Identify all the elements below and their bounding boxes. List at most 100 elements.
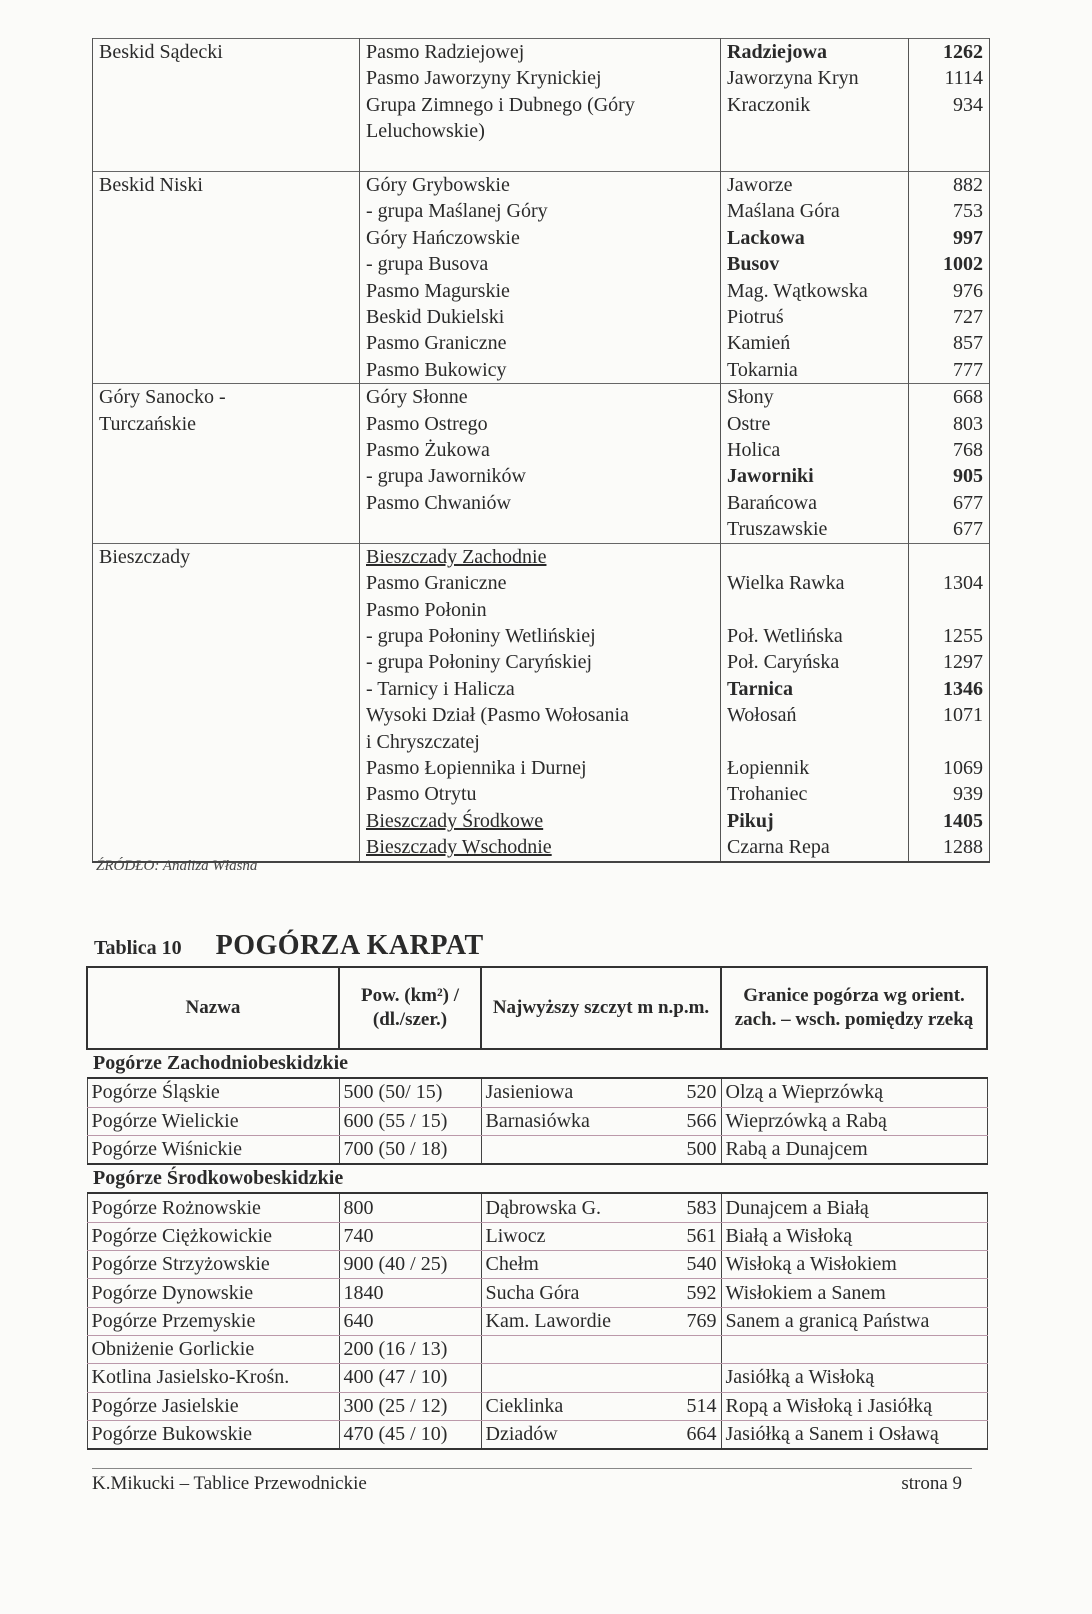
area: 700 (50 / 18) — [338, 1135, 482, 1166]
highest-peak: 500 — [480, 1135, 722, 1166]
foothill-name: Pogórze Ciężkowickie — [86, 1222, 340, 1252]
table-row: - grupa Połoniny Caryńskiej Poł. Caryńska… — [93, 649, 990, 676]
boundary-rivers: Jasiółką a Sanem i Osławą — [720, 1420, 988, 1451]
boundary-rivers: Olzą a Wieprzówką — [720, 1078, 988, 1108]
peak-height: 934 — [908, 91, 990, 119]
table-row: Obniżenie Gorlickie 200 (16 / 13) — [86, 1335, 988, 1365]
group-name: Pasmo Połonin — [359, 596, 721, 623]
area: 470 (45 / 10) — [338, 1420, 482, 1451]
peak-name: Lackowa — [720, 224, 909, 252]
area: 600 (55 / 15) — [338, 1107, 482, 1136]
peak-height: 566 — [686, 1109, 717, 1132]
group-name — [359, 516, 721, 544]
peak-name: Łopiennik — [720, 754, 909, 782]
table-row: Bieszczady Wschodnie Czarna Repa 1288 — [93, 834, 990, 862]
peak-name — [720, 543, 909, 571]
table-row: Wysoki Dział (Pasmo Wołosania Wołosań 1071 — [93, 702, 990, 729]
peak-name: Maślana Góra — [720, 198, 909, 225]
peak-name: Cieklinka — [485, 1394, 564, 1417]
foothill-name: Kotlina Jasielsko-Krośn. — [86, 1363, 340, 1393]
mountain-groups-table: Beskid Sądecki Pasmo Radziejowej Radziejow… — [92, 38, 990, 863]
peak-height: 1288 — [908, 834, 990, 862]
highest-peak: Jasieniowa 520 — [480, 1078, 722, 1108]
peak-height: 520 — [686, 1081, 717, 1104]
boundary-rivers — [720, 1335, 988, 1365]
peak-height — [908, 118, 990, 145]
highest-peak: Sucha Góra 592 — [480, 1278, 722, 1308]
region-name-line: Beskid Sądecki — [99, 41, 223, 63]
header-name: Nazwa — [86, 966, 340, 1050]
peak-height: 677 — [908, 516, 990, 544]
peak-name: Czarna Repa — [720, 834, 909, 862]
peak-name: Truszawskie — [720, 516, 909, 544]
foothill-name: Pogórze Rożnowskie — [86, 1193, 340, 1223]
group-name: - grupa Połoniny Caryńskiej — [359, 649, 721, 676]
group-name: Góry Słonne — [359, 383, 721, 411]
table-row: Kotlina Jasielsko-Krośn. 400 (47 / 10) Jas… — [86, 1363, 988, 1393]
boundary-rivers: Białą a Wisłoką — [720, 1222, 988, 1252]
peak-height: 664 — [686, 1423, 717, 1445]
table-row: Truszawskie 677 — [93, 516, 990, 544]
peak-name: Dąbrowska G. — [485, 1196, 602, 1219]
foothill-name: Obniżenie Gorlickie — [86, 1335, 340, 1365]
table-row: - Tarnicy i Halicza Tarnica 1346 — [93, 675, 990, 703]
peak-name: Holica — [720, 437, 909, 464]
table-row: Pogórze Wielickie 600 (55 / 15) Barnasiówk… — [86, 1107, 988, 1136]
table-row: Beskid Niski Góry Grybowskie Jaworze 882 — [92, 171, 990, 384]
peak-height: 882 — [908, 171, 990, 199]
peak-name: Wołosań — [720, 702, 909, 729]
peak-height: 1114 — [908, 65, 990, 92]
group-name: Beskid Dukielski — [359, 304, 721, 331]
peak-height: 976 — [908, 277, 990, 305]
peak-name: Kam. Lawordie — [485, 1309, 612, 1332]
peak-name: Tarnica — [720, 675, 909, 703]
peak-height: 668 — [908, 383, 990, 411]
peak-height — [908, 728, 990, 755]
highest-peak: Kam. Lawordie 769 — [480, 1307, 722, 1336]
table-row: Góry Sanocko - Turczańskie Góry Słonne Słon… — [92, 383, 990, 544]
table-row: - grupa Busova Busov 1002 — [93, 251, 990, 278]
table-row: Góry Hańczowskie Lackowa 997 — [93, 224, 990, 252]
peak-name: Dziadów — [485, 1423, 558, 1445]
table-row: Grupa Zimnego i Dubnego (Góry Kraczonik 93… — [93, 91, 990, 119]
table-row: Pasmo Graniczne Kamień 857 — [93, 330, 990, 357]
header-area: Pow. (km²) / (dl./szer.) — [338, 966, 482, 1050]
peak-height: 677 — [908, 489, 990, 517]
peak-name: Kraczonik — [720, 91, 909, 119]
peak-height: 1002 — [908, 251, 990, 278]
peak-name: Ostre — [720, 410, 909, 438]
table-row: - grupa Maślanej Góry Maślana Góra 753 — [93, 198, 990, 225]
section-name: Pogórze Środkowobeskidzkie — [87, 1164, 987, 1195]
highest-peak: Dąbrowska G. 583 — [480, 1193, 722, 1223]
peak-name: Trohaniec — [720, 781, 909, 808]
area: 200 (16 / 13) — [338, 1335, 482, 1365]
page-number: strona 9 — [901, 1473, 962, 1494]
page-footer: K.Mikucki – Tablice Przewodnickie strona… — [92, 1468, 972, 1495]
section-row: Pogórze Środkowobeskidzkie — [87, 1164, 987, 1195]
peak-height: 583 — [686, 1196, 717, 1219]
foothill-name: Pogórze Przemyskie — [86, 1307, 340, 1336]
table-row: Pogórze Jasielskie 300 (25 / 12) Cieklinka… — [86, 1392, 988, 1421]
peak-name: Barnasiówka — [485, 1109, 590, 1132]
foothill-name: Pogórze Jasielskie — [86, 1392, 340, 1421]
boundary-rivers: Dunajcem a Białą — [720, 1193, 988, 1223]
area: 640 — [338, 1307, 482, 1336]
peak-name — [720, 596, 909, 623]
foothill-name: Pogórze Strzyżowskie — [86, 1250, 340, 1280]
group-name: Pasmo Jaworzyny Krynickiej — [359, 65, 721, 92]
table-row: Bieszczady Środkowe Pikuj 1405 — [93, 807, 990, 835]
peak-height: 1255 — [908, 622, 990, 650]
peak-height: 540 — [686, 1253, 717, 1276]
table-row: Bieszczady Bieszczady Zachodnie — [92, 543, 990, 862]
region-name-line: Bieszczady — [99, 545, 191, 568]
peak-name: Liwocz — [485, 1224, 546, 1247]
region-name-line: Turczańskie — [99, 412, 197, 435]
area: 300 (25 / 12) — [338, 1392, 482, 1421]
peak-height: 1304 — [908, 570, 990, 597]
peak-name: Jaworniki — [720, 463, 909, 490]
region-section: Bieszczady Bieszczady Zachodnie Pasmo Gran… — [92, 543, 990, 862]
table-row: Pasmo Graniczne Wielka Rawka 1304 — [93, 570, 990, 597]
peak-height: 1346 — [908, 675, 990, 703]
table-row: Pogórze Wiśnickie 700 (50 / 18) 500 Rabą a … — [86, 1135, 988, 1166]
highest-peak — [480, 1335, 722, 1365]
